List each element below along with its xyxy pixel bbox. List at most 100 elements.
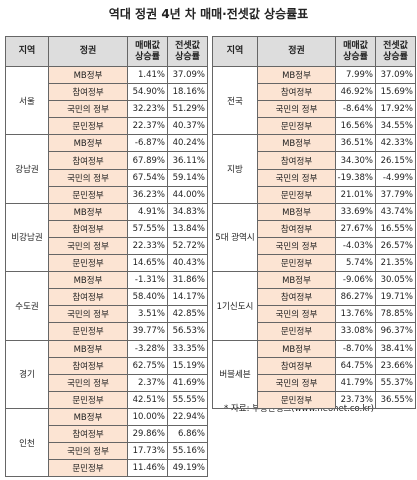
- sale-rate-cell: 21.01%: [335, 185, 376, 204]
- government-cell: 참여정부: [48, 424, 128, 444]
- government-cell: 문민정부: [257, 390, 336, 409]
- table-row: 국민의 정부 13.76% 78.85%: [213, 305, 416, 324]
- government-cell: 참여정부: [257, 356, 336, 375]
- header-cell: 매매값 상승률: [335, 36, 376, 67]
- jeonse-rate-cell: 17.92%: [375, 100, 416, 119]
- title: 역대 정권 4년 차 매매·전셋값 상승률표: [108, 7, 309, 21]
- jeonse-rate-cell: 37.09%: [167, 65, 208, 85]
- government-cell: MB정부: [257, 271, 336, 290]
- table-row: 1기신도시 MB정부 -9.06% 30.05%: [212, 271, 416, 341]
- jeonse-rate-cell: 38.41%: [375, 339, 416, 358]
- sale-rate-cell: 42.51%: [127, 390, 168, 409]
- jeonse-rate-cell: 36.11%: [167, 151, 208, 170]
- government-cell: 국민의 정부: [48, 236, 128, 256]
- header-cell: 지역: [212, 36, 258, 67]
- government-cell: 문민정부: [257, 185, 336, 204]
- header-cell: 정권: [257, 36, 336, 67]
- jeonse-rate-cell: 59.14%: [167, 168, 208, 187]
- table-row: 국민의 정부 22.33% 52.72%: [6, 236, 208, 256]
- sale-rate-cell: 27.67%: [335, 219, 376, 238]
- government-cell: 참여정부: [48, 288, 128, 307]
- table-row: 수도권 MB정부 -1.31% 31.86%: [5, 271, 208, 341]
- government-cell: 국민의 정부: [48, 373, 128, 392]
- table-row: 참여정부 46.92% 15.69%: [213, 83, 416, 102]
- government-cell: 국민의 정부: [48, 305, 128, 324]
- jeonse-rate-cell: 21.35%: [375, 254, 416, 273]
- jeonse-rate-cell: 26.57%: [375, 236, 416, 256]
- region-cell: 인천: [5, 407, 49, 478]
- government-cell: MB정부: [48, 339, 128, 358]
- government-cell: 문민정부: [48, 185, 128, 204]
- sale-rate-cell: 33.08%: [335, 322, 376, 341]
- table-row: 문민정부 21.01% 37.79%: [213, 185, 416, 204]
- sale-rate-cell: 46.92%: [335, 83, 376, 102]
- government-cell: 국민의 정부: [48, 168, 128, 187]
- jeonse-rate-cell: 55.37%: [375, 373, 416, 392]
- header-cell: 지역: [5, 36, 49, 67]
- sale-rate-cell: 54.90%: [127, 83, 168, 102]
- jeonse-rate-cell: 30.05%: [375, 271, 416, 290]
- government-cell: 문민정부: [48, 117, 128, 136]
- region-cell: 비강남권: [5, 202, 49, 273]
- sale-rate-cell: 36.51%: [335, 134, 376, 153]
- note: * 자료: 부동산뱅크(www.neonet.co.kr): [224, 404, 374, 414]
- region-cell: 전국: [212, 65, 258, 136]
- table-row: 문민정부 16.56% 34.55%: [213, 117, 416, 136]
- jeonse-rate-cell: 6.86%: [167, 424, 208, 444]
- jeonse-rate-cell: 96.37%: [375, 322, 416, 341]
- jeonse-rate-cell: 19.71%: [375, 288, 416, 307]
- government-cell: 참여정부: [48, 219, 128, 238]
- table-row: 문민정부 5.74% 21.35%: [213, 254, 416, 273]
- government-cell: 문민정부: [48, 459, 128, 478]
- table-row: 지방 MB정부 36.51% 42.33%: [212, 134, 416, 204]
- sale-rate-cell: 29.86%: [127, 424, 168, 444]
- data-table: 지역 정권 매매값 상승률 전셋값 상승률 서울 MB정부 1.41% 37.09% 참여정부 5…: [5, 36, 208, 478]
- table-row: 국민의 정부 32.23% 51.29%: [6, 100, 208, 119]
- jeonse-rate-cell: 56.53%: [167, 322, 208, 341]
- government-cell: 참여정부: [257, 151, 336, 170]
- jeonse-rate-cell: 15.19%: [167, 356, 208, 375]
- table-row: 인천 MB정부 10.00% 22.94%: [5, 407, 208, 478]
- sale-rate-cell: 23.73%: [335, 390, 376, 409]
- government-cell: MB정부: [48, 65, 128, 85]
- table-row: 버블세븐 MB정부 -8.70% 38.41%: [212, 339, 416, 409]
- table-row: 문민정부 14.65% 40.43%: [6, 254, 208, 273]
- jeonse-rate-cell: 33.35%: [167, 339, 208, 358]
- sale-rate-cell: 22.37%: [127, 117, 168, 136]
- table-row: 강남권 MB정부 -6.87% 40.24%: [5, 134, 208, 204]
- jeonse-rate-cell: 55.16%: [167, 442, 208, 461]
- sale-rate-cell: 62.75%: [127, 356, 168, 375]
- data-table: 지역 정권 매매값 상승률 전셋값 상승률 전국 MB정부 7.99% 37.09% 참여정부 4…: [212, 36, 416, 409]
- government-cell: 참여정부: [257, 219, 336, 238]
- region-cell: 5대 광역시: [212, 202, 258, 273]
- jeonse-rate-cell: 31.86%: [167, 271, 208, 290]
- sale-rate-cell: -8.64%: [335, 100, 376, 119]
- sale-rate-cell: -19.38%: [335, 168, 376, 187]
- sale-rate-cell: 36.23%: [127, 185, 168, 204]
- jeonse-rate-cell: 55.55%: [167, 390, 208, 409]
- header-row: 지역 정권 매매값 상승률 전셋값 상승률: [5, 36, 208, 67]
- jeonse-rate-cell: 16.55%: [375, 219, 416, 238]
- table-row: 참여정부 54.90% 18.16%: [6, 83, 208, 102]
- sale-rate-cell: 86.27%: [335, 288, 376, 307]
- jeonse-rate-cell: 42.33%: [375, 134, 416, 153]
- region-cell: 버블세븐: [212, 339, 258, 409]
- sale-rate-cell: 14.65%: [127, 254, 168, 273]
- government-cell: 국민의 정부: [48, 442, 128, 461]
- government-cell: MB정부: [48, 271, 128, 290]
- jeonse-rate-cell: 78.85%: [375, 305, 416, 324]
- header-cell: 전셋값 상승률: [375, 36, 416, 67]
- government-cell: 참여정부: [257, 288, 336, 307]
- table-row: 서울 MB정부 1.41% 37.09%: [5, 65, 208, 136]
- jeonse-rate-cell: 41.69%: [167, 373, 208, 392]
- sale-rate-cell: 41.79%: [335, 373, 376, 392]
- government-cell: MB정부: [48, 134, 128, 153]
- sale-rate-cell: -4.03%: [335, 236, 376, 256]
- jeonse-rate-cell: 40.37%: [167, 117, 208, 136]
- table-row: 참여정부 64.75% 23.66%: [213, 356, 416, 375]
- sale-rate-cell: 17.73%: [127, 442, 168, 461]
- sale-rate-cell: 67.89%: [127, 151, 168, 170]
- sale-rate-cell: -3.28%: [127, 339, 168, 358]
- region-cell: 경기: [5, 339, 49, 409]
- sale-rate-cell: 67.54%: [127, 168, 168, 187]
